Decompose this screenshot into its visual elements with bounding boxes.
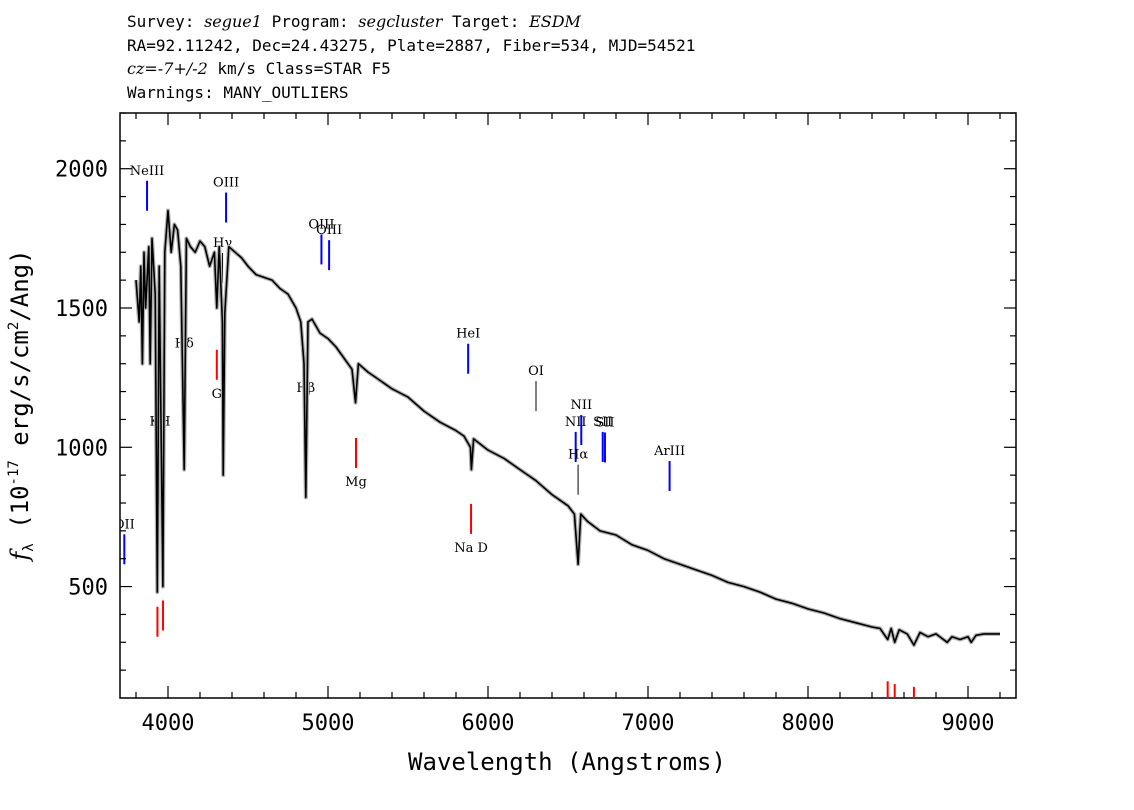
y-axis-units-b: erg/s/cm (6, 330, 34, 460)
survey-value: segue1 (204, 12, 262, 31)
y-axis-exp: -17 (6, 460, 22, 485)
absorption-line-label: G (212, 387, 222, 402)
emission-line-label: NII (565, 415, 587, 430)
header-line-1: Survey: segue1 Program: segcluster Targe… (127, 10, 695, 34)
emission-line-label: NII (570, 398, 592, 413)
emission-line-label: SII (595, 416, 614, 431)
y-tick-label: 1000 (55, 436, 108, 461)
y-tick-label: 1500 (55, 297, 108, 322)
emission-line-label: ArIII (653, 444, 685, 459)
emission-line-label: OI (528, 364, 544, 379)
y-tick-label: 500 (68, 576, 108, 601)
spectrum-header: Survey: segue1 Program: segcluster Targe… (127, 10, 695, 104)
target-value: ESDM (529, 12, 581, 31)
survey-label: Survey: (127, 12, 195, 31)
y-axis-lambda-sub: λ (21, 543, 37, 551)
target-label: Target: (452, 12, 520, 31)
x-tick-label: 9000 (942, 711, 995, 736)
emission-line-label: OII (114, 517, 135, 532)
x-tick-label: 5000 (302, 711, 355, 736)
program-label: Program: (271, 12, 349, 31)
line-markers: OIINeIIIHδHγOIIIHβOIIIOIIIHeIOINIIHαNIIS… (114, 164, 915, 728)
program-value: segcluster (358, 12, 443, 31)
absorption-line-label: Mg (345, 475, 367, 490)
emission-line-label: Hα (568, 448, 588, 463)
x-tick-label: 7000 (622, 711, 675, 736)
y-axis-units-c: /Ang) (6, 249, 34, 321)
x-axis: 4000 5000 6000 7000 8000 9000 (135, 113, 1001, 736)
header-line-2: RA=92.11242, Dec=24.43275, Plate=2887, F… (127, 35, 696, 55)
plot-frame (119, 112, 1017, 699)
cz-label: cz= (127, 59, 158, 78)
absorption-line-label: CaII (884, 713, 912, 728)
emission-line-label: HeI (456, 327, 480, 342)
x-tick-label: 4000 (142, 711, 195, 736)
emission-line-label: SII (593, 415, 612, 430)
y-axis-title: fλ (10-17 erg/s/cm2/Ang) (6, 249, 37, 562)
x-tick-label: 6000 (462, 711, 515, 736)
emission-line-label: OIII (213, 176, 239, 191)
header-warnings: Warnings: MANY_OUTLIERS (127, 82, 349, 102)
spectrum-line (135, 209, 1000, 646)
cz-value: -7+/-2 (157, 59, 208, 78)
header-line-3: cz=-7+/-2 km/s Class=STAR F5 (127, 57, 695, 81)
y-axis-sq: 2 (6, 322, 22, 330)
absorption-line-label: Na D (454, 541, 488, 556)
spectrum-layer (134, 208, 1000, 648)
plot-border (119, 112, 1017, 699)
x-tick-label: 8000 (782, 711, 835, 736)
cz-unit-class: km/s Class=STAR F5 (207, 59, 391, 78)
emission-line-label: OIII (316, 223, 342, 238)
emission-line-label: OIII (308, 217, 334, 232)
emission-line-label: NeIII (130, 164, 164, 179)
y-tick-label: 2000 (55, 158, 108, 183)
y-axis: 500 1000 1500 2000 (55, 112, 1016, 671)
x-axis-title: Wavelength (Angstroms) (408, 748, 726, 776)
y-axis-units-a: (10 (6, 485, 34, 543)
